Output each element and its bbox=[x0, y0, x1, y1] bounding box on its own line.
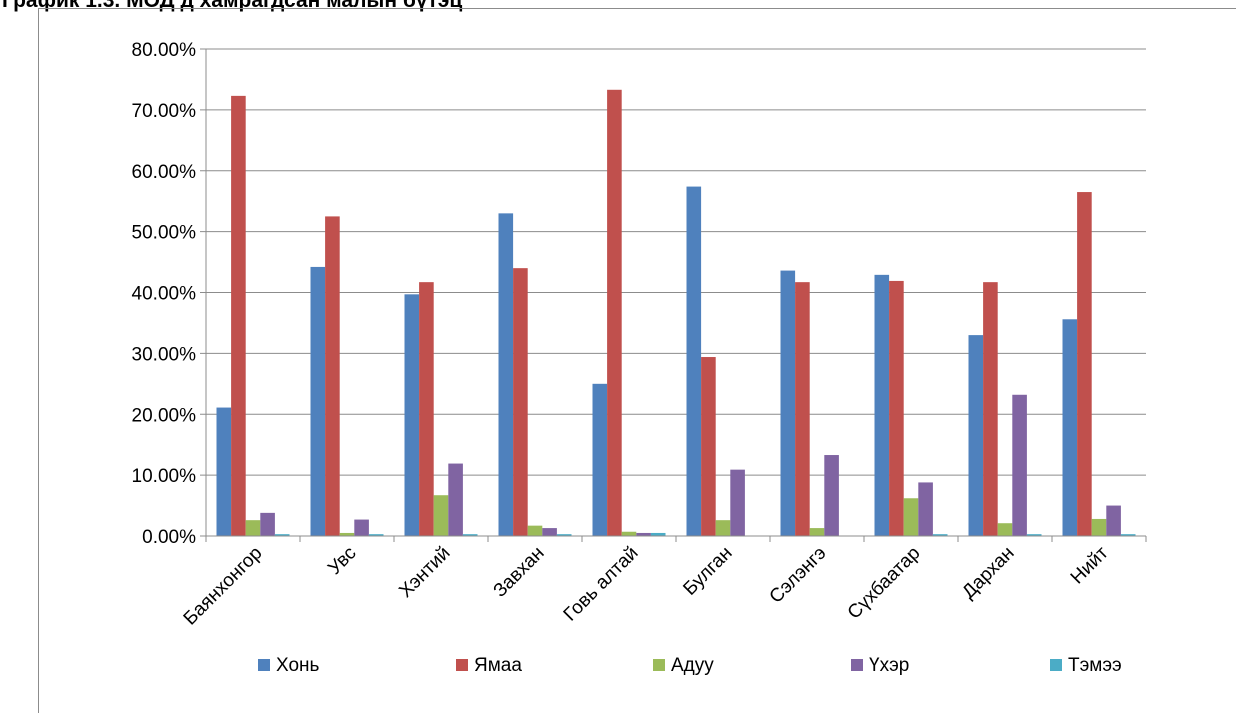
legend-label: Адуу bbox=[671, 655, 714, 676]
y-tick-label: 50.00% bbox=[132, 223, 197, 244]
y-tick-label: 80.00% bbox=[132, 40, 197, 61]
bar bbox=[810, 528, 825, 536]
legend-swatch bbox=[1050, 659, 1062, 671]
bar bbox=[260, 513, 275, 536]
bar bbox=[795, 282, 810, 536]
legend-label: Үхэр bbox=[869, 655, 909, 676]
legend-swatch bbox=[851, 659, 863, 671]
x-axis-categories: Баянхонгор Увс Хэнтий Завхан Говь алтай Булга… bbox=[180, 542, 1113, 629]
x-category-label: Говь алтай bbox=[560, 543, 643, 626]
bar bbox=[542, 528, 557, 536]
y-tick-label: 10.00% bbox=[132, 466, 197, 487]
bar bbox=[593, 384, 608, 536]
bar bbox=[1012, 395, 1027, 536]
axes bbox=[206, 49, 1146, 542]
bar bbox=[419, 282, 434, 536]
y-tick-label: 70.00% bbox=[132, 101, 197, 122]
bar bbox=[730, 470, 745, 536]
bar bbox=[622, 532, 637, 536]
legend-swatch bbox=[456, 659, 468, 671]
x-category-label: Сэлэнгэ bbox=[766, 543, 831, 608]
bar bbox=[231, 96, 246, 536]
y-tick-label: 20.00% bbox=[132, 405, 197, 426]
bar bbox=[687, 187, 702, 536]
x-category-label: Баянхонгор bbox=[180, 543, 267, 630]
bar bbox=[969, 335, 984, 536]
legend-swatch bbox=[653, 659, 665, 671]
y-axis-ticks: 0.00% 10.00% 20.00% 30.00% 40.00% 50.00% 60.00… bbox=[132, 40, 206, 548]
bar bbox=[499, 213, 514, 536]
bar bbox=[889, 281, 904, 536]
bar bbox=[217, 408, 232, 536]
x-category-label: Булган bbox=[679, 543, 736, 600]
bar bbox=[1092, 519, 1107, 536]
bars bbox=[217, 90, 1136, 536]
y-tick-label: 0.00% bbox=[142, 527, 196, 548]
bar bbox=[354, 520, 369, 536]
bar bbox=[1063, 319, 1078, 536]
y-tick-label: 40.00% bbox=[132, 284, 197, 305]
bar bbox=[918, 482, 933, 536]
bar bbox=[1106, 506, 1121, 536]
legend: Хонь Ямаа Адуу Үхэр Тэмээ bbox=[258, 655, 1122, 676]
bar bbox=[781, 271, 796, 536]
bar bbox=[1077, 192, 1092, 536]
x-category-label: Хэнтий bbox=[395, 543, 454, 602]
bar bbox=[434, 495, 449, 536]
bar bbox=[311, 267, 326, 536]
legend-label: Хонь bbox=[276, 655, 320, 676]
bar bbox=[513, 268, 528, 536]
bar bbox=[983, 282, 998, 536]
legend-label: Тэмээ bbox=[1068, 655, 1122, 676]
y-tick-label: 60.00% bbox=[132, 162, 197, 183]
bar bbox=[716, 520, 731, 536]
bar bbox=[701, 357, 716, 536]
bar bbox=[448, 464, 463, 536]
bar bbox=[246, 520, 261, 536]
gridlines bbox=[206, 49, 1146, 475]
bar bbox=[405, 294, 420, 536]
bar bbox=[875, 275, 890, 536]
bar bbox=[325, 216, 340, 536]
bar bbox=[824, 455, 839, 536]
x-category-label: Дархан bbox=[958, 543, 1018, 603]
x-category-label: Завхан bbox=[490, 543, 549, 602]
bar bbox=[998, 523, 1013, 536]
y-tick-label: 30.00% bbox=[132, 344, 197, 365]
bar bbox=[528, 526, 543, 536]
x-category-label: Увс bbox=[324, 543, 360, 579]
legend-swatch bbox=[258, 659, 270, 671]
x-category-label: Сүхбаатар bbox=[844, 543, 925, 624]
legend-label: Ямаа bbox=[474, 655, 522, 676]
bar bbox=[607, 90, 622, 536]
bar bbox=[904, 498, 919, 536]
x-category-label: Нийт bbox=[1067, 542, 1113, 588]
